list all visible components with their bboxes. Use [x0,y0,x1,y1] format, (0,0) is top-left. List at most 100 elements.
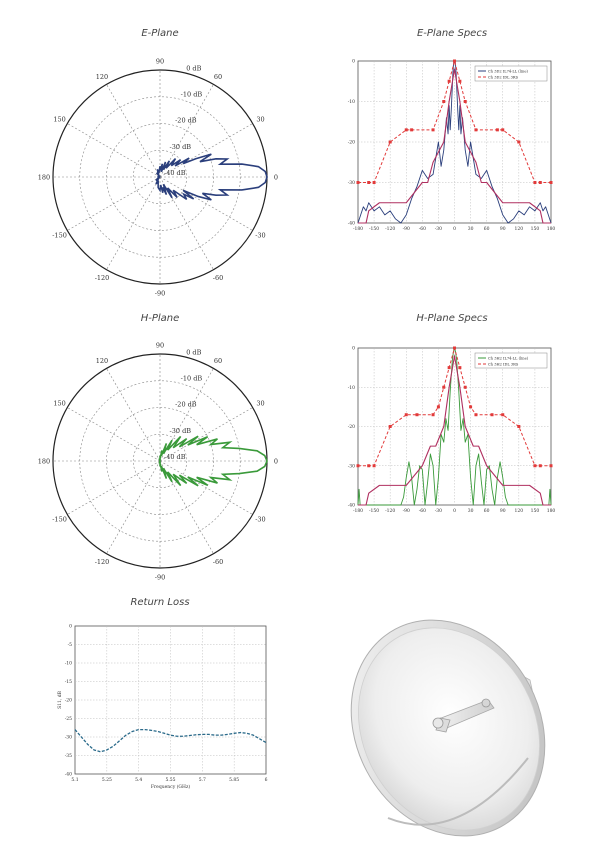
series-marker [372,464,376,468]
x-tick-label: 5.1 [71,777,78,783]
series-marker [490,413,494,417]
y-tick-label: -10 [348,99,355,105]
x-tick-label: 0 [453,508,456,514]
y-axis-label: S11, dB [57,690,63,709]
series-marker [501,128,505,132]
x-tick-label: -90 [403,226,410,232]
series-line [358,68,551,224]
polar-spoke [159,460,253,515]
series-marker [549,464,553,468]
polar-angle-label: 30 [256,116,264,124]
x-tick-label: 60 [484,226,490,232]
polar-pattern-line [155,153,268,201]
x-tick-label: 60 [484,508,490,514]
series-marker [447,79,451,83]
legend-box [474,352,548,369]
x-tick-label: -60 [419,226,426,232]
polar-angle-label: -150 [52,232,67,240]
x-tick-label: -150 [369,508,379,514]
polar-angle-label: -60 [213,274,223,282]
polar-spoke [106,176,161,270]
legend-box [474,65,548,82]
series-marker [549,181,553,184]
polar-ring-label: -40 dB [164,169,186,177]
polar-angle-label: 90 [156,342,164,350]
series-marker [463,100,467,103]
series-marker [453,346,456,350]
series-line [74,728,267,753]
x-tick-label: 120 [515,508,524,514]
series-marker [517,425,521,428]
x-tick-label: 30 [468,508,474,514]
series-marker [469,405,473,409]
series-marker [495,128,499,132]
polar-ring-label: -20 dB [175,117,197,125]
x-tick-label: 180 [547,508,556,514]
polar-ring-label: 0 dB [186,348,201,356]
polar-spoke [106,84,161,178]
x-tick-label: 6 [265,777,268,783]
y-tick-label: -15 [65,679,72,685]
y-tick-label: -25 [65,716,72,722]
polar-ring-label: -30 dB [170,427,192,435]
polar-angle-label: 60 [214,357,222,365]
polar-angle-label: 60 [214,73,222,81]
polar-pattern-line [158,435,268,487]
polar-angle-label: -30 [255,232,265,240]
polar-spoke [67,407,161,462]
series-marker [356,181,360,184]
x-tick-label: 5.55 [165,777,175,783]
polar-angle-label: 180 [38,174,50,182]
series-line [358,355,551,506]
series-marker [442,100,446,103]
polar-ring-label: -10 dB [181,375,203,383]
y-tick-label: -20 [348,424,355,430]
series-marker [533,464,537,468]
series-marker [538,464,542,468]
polar-spoke [159,176,253,231]
polar-angle-label: 90 [156,58,164,66]
y-tick-label: 0 [69,624,72,630]
legend-label: Ch 3H2 IL74-LL (line) [488,357,529,361]
y-tick-label: -30 [348,180,355,186]
polar-angle-label: -30 [255,516,265,524]
series-marker [367,464,371,468]
x-tick-label: -30 [435,508,442,514]
series-marker [388,425,392,428]
polar-ring-label: 0 dB [186,64,201,72]
polar-spoke [159,123,253,178]
eplane-specs-chart: -180 -150 -120 -90 -60 -30 0 30 60 90 120 150 180 0 -1… [348,59,556,233]
y-tick-label: 0 [352,346,355,352]
y-tick-label: -40 [348,503,355,509]
x-tick-label: 5.4 [135,777,142,783]
hplane-specs-title: H-Plane Specs [416,313,488,324]
series-marker [404,128,408,132]
series-marker [463,385,467,389]
polar-spoke [67,460,161,515]
series-marker [372,181,376,184]
x-tick-label: 90 [500,508,506,514]
polar-ring [132,433,188,489]
polar-ring-label: -40 dB [164,453,186,461]
series-marker [388,140,392,144]
series-marker [453,59,456,63]
y-tick-label: -10 [348,385,355,391]
y-tick-label: -20 [65,698,72,704]
x-axis-label: Frequency (GHz) [151,783,190,790]
polar-ring-label: -10 dB [181,91,203,99]
y-tick-label: -10 [65,661,72,667]
series-marker [538,181,542,184]
y-tick-label: -40 [348,221,355,227]
polar-angle-label: -90 [155,290,165,298]
polar-ring-label: -30 dB [170,143,192,151]
legend-label: Ch 3D2 IDL 3RS [488,76,519,80]
x-tick-label: -150 [369,226,379,232]
series-marker [436,405,440,409]
polar-ring-label: -20 dB [175,401,197,409]
eplane-specs-title: E-Plane Specs [416,28,488,39]
series-marker [501,413,505,417]
polar-angle-label: -120 [95,274,110,282]
x-tick-label: 90 [500,226,506,232]
polar-angle-label: 180 [38,458,50,466]
polar-angle-label: -60 [213,558,223,566]
